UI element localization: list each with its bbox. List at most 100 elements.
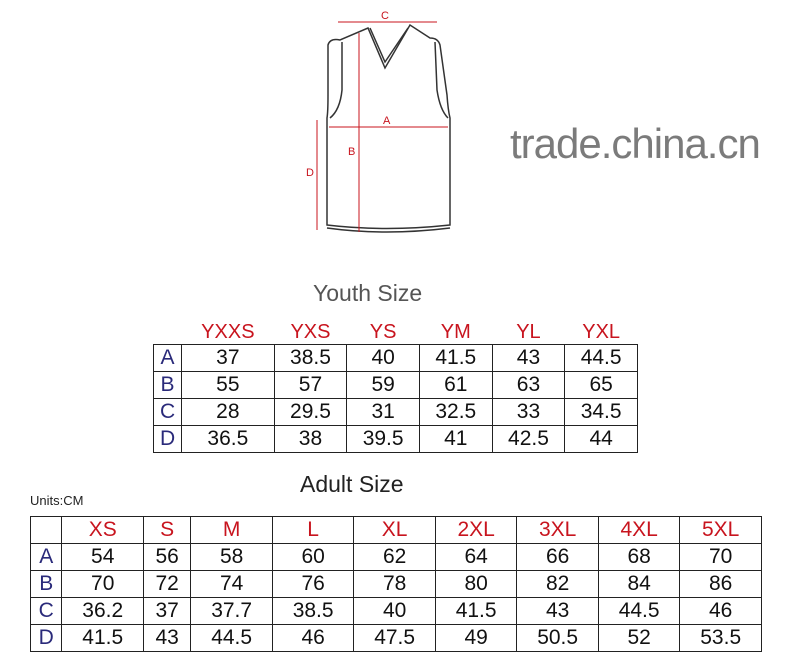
value-cell: 50.5: [516, 624, 599, 652]
value-cell: 86: [679, 570, 762, 598]
value-cell: 66: [516, 543, 599, 571]
value-cell: 29.5: [273, 398, 348, 426]
value-cell: 49: [434, 624, 518, 652]
value-cell: 46: [679, 597, 762, 625]
label-b: B: [348, 146, 355, 158]
size-header: 3XL: [516, 516, 599, 544]
value-cell: 44: [564, 425, 638, 453]
size-header: YXL: [564, 320, 638, 345]
size-header: YM: [419, 320, 493, 345]
value-cell: 56: [142, 543, 192, 571]
value-cell: 37.7: [190, 597, 273, 625]
value-cell: 59: [346, 371, 420, 399]
youth-size-title: Youth Size: [313, 280, 423, 306]
value-cell: 58: [190, 543, 273, 571]
measure-label: A: [152, 344, 183, 372]
size-header: S: [142, 516, 192, 544]
value-cell: 33: [491, 398, 566, 426]
value-cell: 32.5: [418, 398, 493, 426]
table-row: B 55 57 59 61 63 65: [152, 371, 638, 399]
value-cell: 41: [418, 425, 493, 453]
table-row: C 36.2 37 37.7 38.5 40 41.5 43 44.5 46: [29, 597, 762, 625]
value-cell: 74: [190, 570, 273, 598]
value-cell: 40: [353, 597, 436, 625]
value-cell: 47.5: [353, 624, 436, 652]
value-cell: 68: [597, 543, 681, 571]
watermark: trade.china.cn: [510, 120, 761, 167]
value-cell: 42.5: [491, 425, 566, 453]
value-cell: 31: [346, 398, 420, 426]
value-cell: 76: [271, 570, 355, 598]
value-cell: 37: [181, 344, 275, 372]
value-cell: 52: [597, 624, 681, 652]
value-cell: 34.5: [564, 398, 638, 426]
table-row: D 41.5 43 44.5 46 47.5 49 50.5 52 53.5: [29, 624, 762, 652]
value-cell: 70: [679, 543, 762, 571]
value-cell: 28: [181, 398, 275, 426]
value-cell: 41.5: [434, 597, 518, 625]
value-cell: 57: [273, 371, 348, 399]
value-cell: 43: [516, 597, 599, 625]
measure-label: D: [152, 425, 183, 453]
value-cell: 40: [346, 344, 420, 372]
size-header: M: [190, 516, 273, 544]
size-header: XS: [61, 516, 144, 544]
table-row: B 70 72 74 76 78 80 82 84 86: [29, 570, 762, 598]
measure-label: B: [152, 371, 183, 399]
label-a: A: [383, 115, 391, 127]
value-cell: 70: [61, 570, 144, 598]
corner-cell: [29, 516, 63, 544]
value-cell: 72: [142, 570, 192, 598]
value-cell: 44.5: [190, 624, 273, 652]
table-row: A 54 56 58 60 62 64 66 68 70: [29, 543, 762, 571]
value-cell: 61: [418, 371, 493, 399]
value-cell: 38.5: [271, 597, 355, 625]
value-cell: 38.5: [273, 344, 348, 372]
measure-label: C: [29, 597, 63, 625]
value-cell: 41.5: [61, 624, 144, 652]
measure-label: B: [29, 570, 63, 598]
size-header: 2XL: [434, 516, 518, 544]
size-header: YL: [492, 320, 565, 345]
value-cell: 37: [142, 597, 192, 625]
table-row: D 36.5 38 39.5 41 42.5 44: [152, 425, 638, 453]
label-c: C: [381, 10, 389, 22]
value-cell: 38: [273, 425, 348, 453]
value-cell: 41.5: [418, 344, 493, 372]
value-cell: 80: [434, 570, 518, 598]
size-header: XL: [353, 516, 436, 544]
value-cell: 36.5: [181, 425, 275, 453]
measure-label: A: [29, 543, 63, 571]
youth-size-table: YXXS YXS YS YM YL YXL A 37 38.5 40 41.5 43 44.5 B 55 57…: [152, 320, 638, 453]
size-header: YXS: [274, 320, 347, 345]
measure-label: C: [152, 398, 183, 426]
size-header: L: [271, 516, 355, 544]
value-cell: 65: [564, 371, 638, 399]
value-cell: 44.5: [597, 597, 681, 625]
value-cell: 43: [491, 344, 566, 372]
value-cell: 44.5: [564, 344, 638, 372]
header-row: YXXS YXS YS YM YL YXL: [153, 320, 638, 345]
value-cell: 78: [353, 570, 436, 598]
value-cell: 60: [271, 543, 355, 571]
value-cell: 53.5: [679, 624, 762, 652]
adult-size-title: Adult Size: [300, 471, 404, 497]
value-cell: 55: [181, 371, 275, 399]
units-label: Units:CM: [30, 493, 84, 508]
value-cell: 43: [142, 624, 192, 652]
value-cell: 64: [434, 543, 518, 571]
measure-label: D: [29, 624, 63, 652]
size-header: YXXS: [181, 320, 275, 345]
table-row: A 37 38.5 40 41.5 43 44.5: [152, 344, 638, 372]
value-cell: 46: [271, 624, 355, 652]
value-cell: 63: [491, 371, 566, 399]
value-cell: 54: [61, 543, 144, 571]
size-header: YS: [346, 320, 420, 345]
corner-cell: [153, 320, 182, 345]
header-row: XS S M L XL 2XL 3XL 4XL 5XL: [29, 516, 762, 544]
size-header: 4XL: [597, 516, 681, 544]
table-row: C 28 29.5 31 32.5 33 34.5: [152, 398, 638, 426]
value-cell: 62: [353, 543, 436, 571]
jersey-diagram: C A B D: [306, 10, 451, 233]
value-cell: 82: [516, 570, 599, 598]
